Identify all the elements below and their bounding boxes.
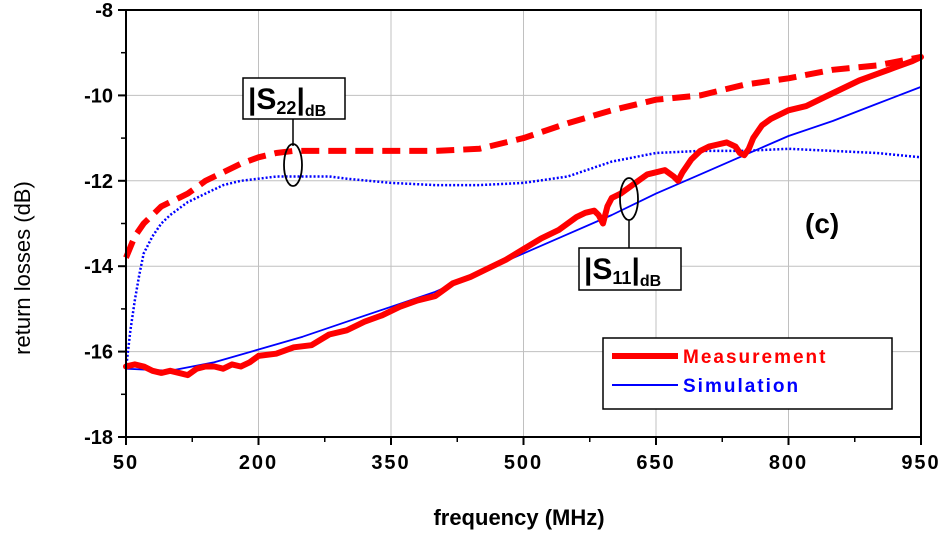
s22-label-unit: dB [305,103,326,120]
y-tick-label: -18 [84,427,113,449]
s22-label-tail: | [296,83,304,116]
series-line-s22-dotted [124,147,922,369]
s11-label: |S11|dB [584,253,661,290]
series-line-s11-solid-thick [123,54,924,379]
s11-label-unit: dB [640,273,661,290]
legend-box [602,337,893,410]
s22-label-sub: 22 [276,98,296,118]
series-line-s11-solid-thin [125,86,922,372]
x-axis-title: frequency (MHz) [433,505,604,530]
s22-marker-ellipse [283,143,303,187]
legend: Measurement Simulation [602,337,893,410]
y-axis-title: return losses (dB) [10,181,35,355]
x-tick-label: 650 [636,452,675,474]
x-tick-labels: 50 200 350 500 650 800 950 [113,452,940,474]
s11-annotation: |S11|dB [578,177,682,291]
x-tick-label: 500 [504,452,543,474]
series-group [123,54,924,379]
x-tick-label: 800 [769,452,808,474]
s11-label-sub: 11 [612,268,631,288]
s22-annotation: |S22|dB [242,77,346,187]
s11-label-tail: | [631,253,639,286]
axis-ticks [118,9,922,445]
y-tick-labels: -18 -16 -14 -12 -10 -8 [84,0,114,449]
y-tick-label: -8 [95,0,113,22]
s22-label-box [242,77,346,120]
s22-label: |S22|dB [248,83,326,120]
s22-label-main: |S [248,83,276,116]
x-tick-label: 350 [371,452,410,474]
y-tick-label: -12 [84,171,113,193]
x-tick-label: 50 [113,452,139,474]
x-tick-label: 950 [901,452,940,474]
y-tick-label: -10 [84,85,113,107]
y-tick-label: -16 [84,342,113,364]
y-tick-label: -14 [84,256,114,278]
series-line-s22-dashed-thick [123,54,922,259]
legend-label-measurement: Measurement [683,347,828,368]
s11-label-box [578,247,682,291]
legend-label-simulation: Simulation [683,376,800,397]
panel-label: (c) [805,208,839,239]
x-tick-label: 200 [239,452,278,474]
s11-label-main: |S [584,253,612,286]
